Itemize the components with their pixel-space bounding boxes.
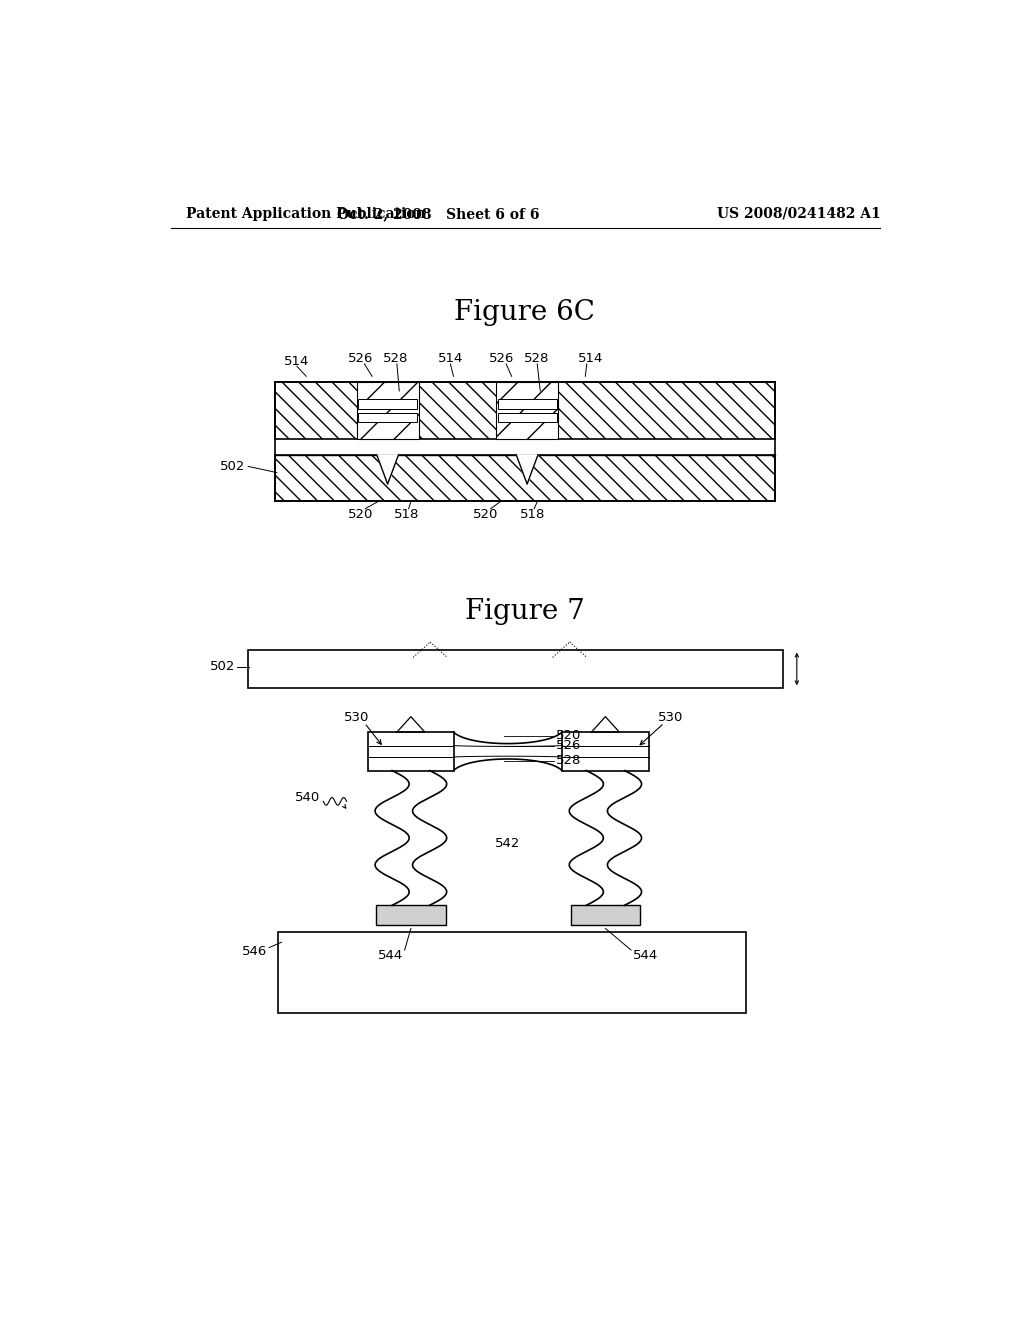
- Text: 518: 518: [394, 508, 420, 520]
- Text: 544: 544: [378, 949, 403, 962]
- Text: 514: 514: [437, 352, 463, 366]
- Bar: [358, 399, 417, 409]
- Text: 514: 514: [285, 355, 309, 368]
- Bar: [496, 381, 558, 440]
- Text: 530: 530: [344, 711, 370, 723]
- Text: 528: 528: [383, 352, 408, 366]
- Bar: [278, 932, 746, 1014]
- Bar: [562, 733, 649, 771]
- Text: 526: 526: [488, 352, 514, 366]
- Bar: [570, 906, 640, 924]
- Text: 542: 542: [495, 837, 520, 850]
- Text: 520: 520: [473, 508, 499, 520]
- Bar: [498, 413, 557, 422]
- Text: 528: 528: [523, 352, 549, 366]
- Text: Patent Application Publication: Patent Application Publication: [186, 207, 426, 220]
- Text: 544: 544: [633, 949, 657, 962]
- Text: 526: 526: [556, 739, 582, 752]
- Bar: [369, 733, 454, 771]
- Text: 528: 528: [556, 755, 582, 767]
- Bar: [275, 455, 775, 502]
- Text: 520: 520: [348, 508, 373, 520]
- Text: 530: 530: [657, 711, 683, 723]
- Text: 546: 546: [243, 945, 267, 958]
- Bar: [498, 399, 557, 409]
- Text: 502: 502: [220, 459, 246, 473]
- Text: Figure 6C: Figure 6C: [455, 298, 595, 326]
- Bar: [248, 649, 783, 688]
- Text: 502: 502: [210, 660, 234, 673]
- Text: 526: 526: [348, 352, 373, 366]
- Bar: [358, 413, 417, 422]
- Text: Oct. 2, 2008   Sheet 6 of 6: Oct. 2, 2008 Sheet 6 of 6: [337, 207, 540, 220]
- Text: US 2008/0241482 A1: US 2008/0241482 A1: [717, 207, 881, 220]
- Text: 514: 514: [578, 352, 603, 366]
- Text: 520: 520: [556, 730, 582, 742]
- Bar: [376, 906, 445, 924]
- Bar: [356, 381, 419, 440]
- Bar: [275, 381, 775, 440]
- Text: 540: 540: [295, 791, 321, 804]
- Polygon shape: [377, 455, 398, 484]
- Polygon shape: [516, 455, 538, 484]
- Text: 518: 518: [520, 508, 545, 520]
- Text: Figure 7: Figure 7: [465, 598, 585, 624]
